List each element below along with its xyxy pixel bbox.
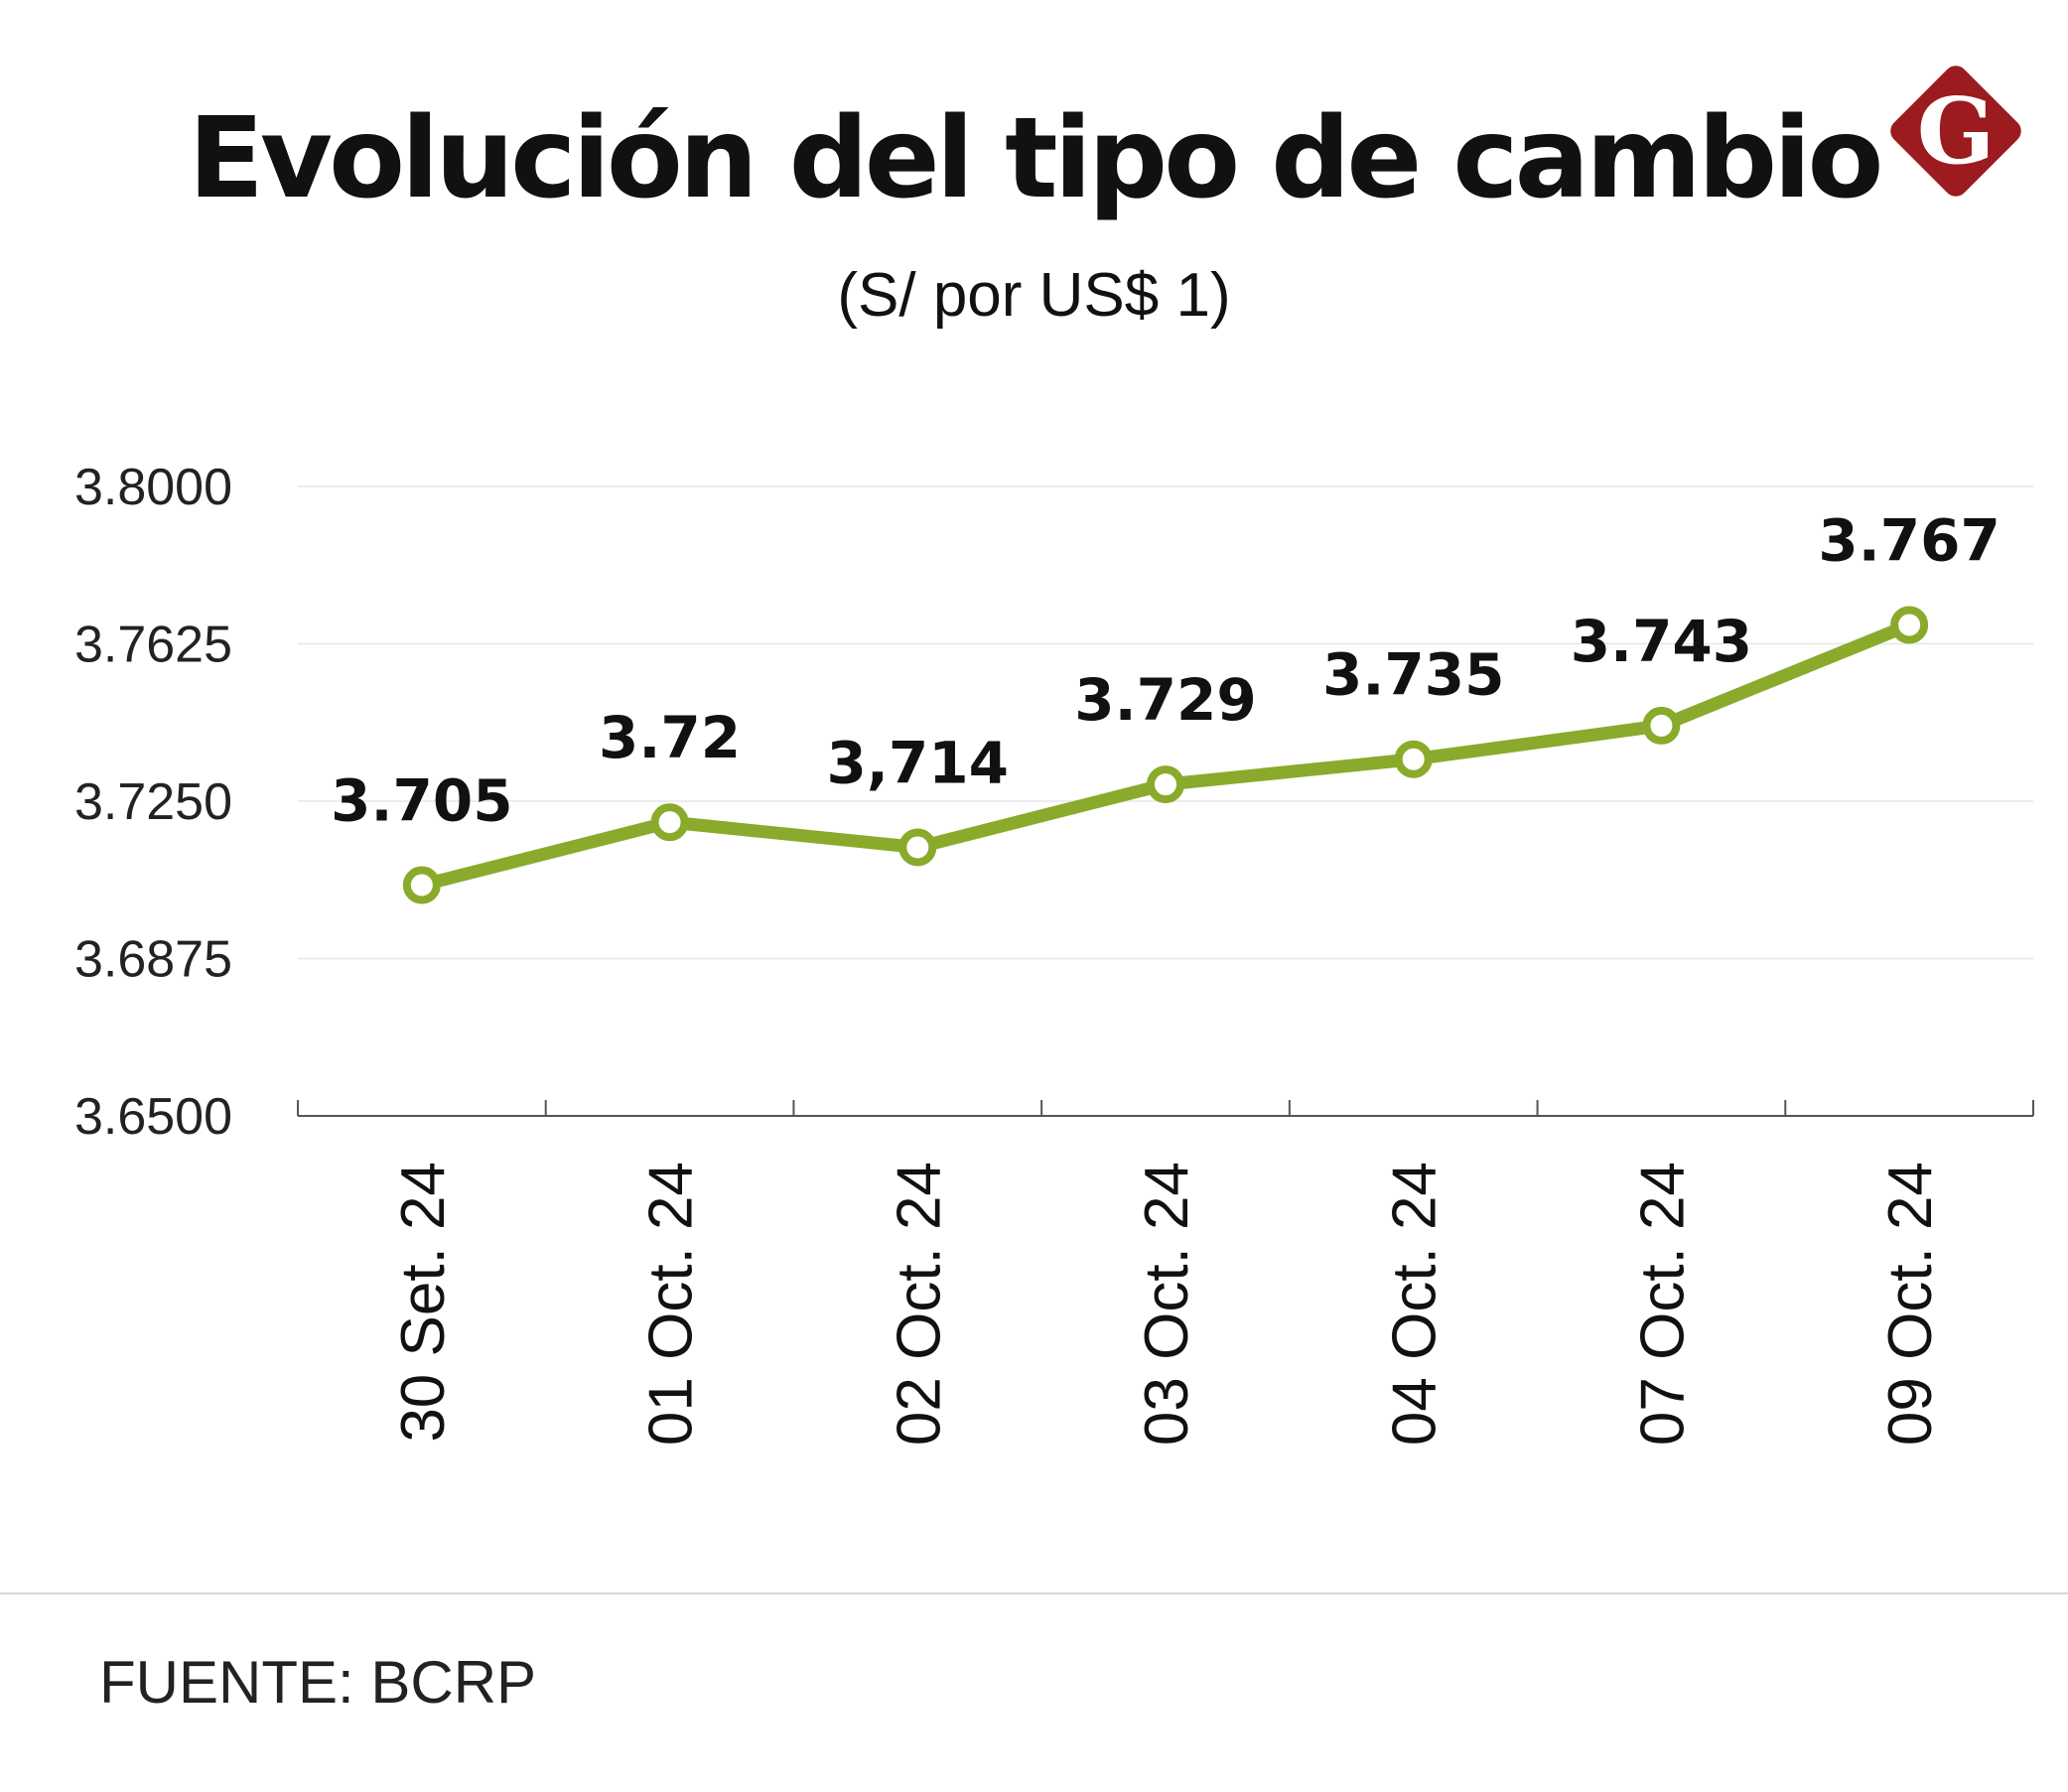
series-points <box>402 606 1929 904</box>
y-tick-label: 3.6500 <box>74 1088 232 1146</box>
data-point <box>402 866 441 904</box>
data-label: 3.767 <box>1818 506 1999 574</box>
x-tick-label: 03 Oct. 24 <box>1133 1162 1201 1446</box>
data-label: 3.729 <box>1074 666 1256 734</box>
footer-divider <box>0 1592 2068 1594</box>
data-point <box>1147 765 1184 804</box>
x-tick-label: 07 Oct. 24 <box>1628 1162 1697 1446</box>
data-label: 3.72 <box>599 704 741 771</box>
y-tick-label: 3.8000 <box>74 459 232 516</box>
logo-letter: G <box>1917 77 1996 185</box>
y-tick-label: 3.6875 <box>74 931 232 989</box>
data-point <box>1394 740 1433 778</box>
y-tick-label: 3.7625 <box>74 617 232 674</box>
x-tick-label: 01 Oct. 24 <box>637 1162 706 1446</box>
x-tick-label: 04 Oct. 24 <box>1381 1162 1449 1446</box>
data-labels: 3.705 3.72 3,714 3.729 3.735 3.743 3.767 <box>331 506 2000 834</box>
y-axis-ticks: 3.8000 3.7625 3.7250 3.6875 3.6500 <box>74 459 232 1146</box>
line-chart: 3.8000 3.7625 3.7250 3.6875 3.6500 30 Set. 2… <box>74 459 2034 1446</box>
data-point <box>650 803 689 842</box>
source-note: FUENTE: BCRP <box>99 1649 537 1716</box>
logo-diamond <box>1890 66 2021 197</box>
x-axis <box>297 1100 2034 1117</box>
data-label: 3.743 <box>1571 608 1752 675</box>
chart-subtitle: (S/ por US$ 1) <box>837 261 1231 330</box>
x-tick-label: 30 Set. 24 <box>389 1162 458 1443</box>
data-label: 3.735 <box>1322 641 1504 709</box>
brand-logo: G <box>1890 66 2021 197</box>
chart-title: Evolución del tipo de cambio <box>188 94 1884 223</box>
data-label: 3,714 <box>827 729 1009 796</box>
x-tick-label: 09 Oct. 24 <box>1876 1162 1945 1446</box>
data-point <box>1890 606 1929 644</box>
data-point <box>898 828 937 867</box>
data-point <box>1642 706 1681 745</box>
y-tick-label: 3.7250 <box>74 773 232 831</box>
x-tick-label: 02 Oct. 24 <box>885 1162 953 1446</box>
data-label: 3.705 <box>331 767 512 835</box>
x-axis-ticks: 30 Set. 24 01 Oct. 24 02 Oct. 24 03 Oct. 24… <box>389 1162 1945 1446</box>
